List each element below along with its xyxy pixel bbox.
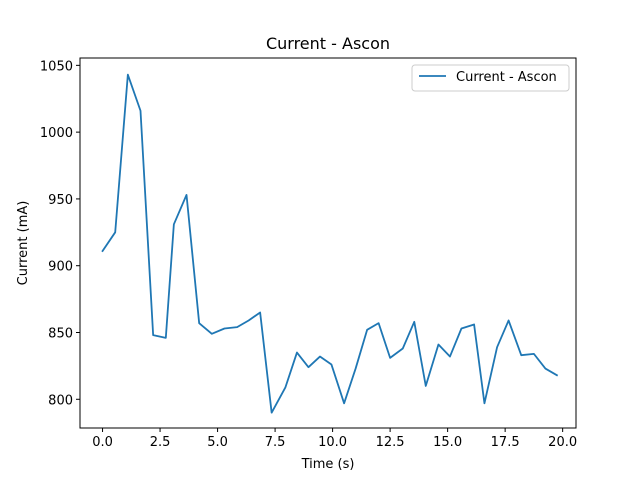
- x-tick-label: 15.0: [433, 435, 462, 450]
- x-tick-label: 17.5: [491, 435, 520, 450]
- y-tick-label: 950: [48, 193, 73, 208]
- x-axis: 0.0 2.5 5.0 7.5 10.0 12.5 15.0 17.5 20.0: [92, 428, 577, 450]
- x-tick-label: 7.5: [265, 435, 286, 450]
- x-tick-label: 2.5: [150, 435, 171, 450]
- y-tick-label: 1050: [40, 59, 73, 74]
- y-axis-label: Current (mA): [16, 201, 31, 286]
- x-tick-label: 20.0: [548, 435, 577, 450]
- y-axis: 800 850 900 950 1000 1050: [40, 59, 80, 408]
- y-tick-label: 850: [48, 326, 73, 341]
- x-axis-label: Time (s): [301, 457, 355, 472]
- plot-frame: [79, 57, 577, 429]
- legend: Current - Ascon: [411, 64, 570, 92]
- y-tick-label: 900: [48, 260, 73, 275]
- chart-title: Current - Ascon: [266, 34, 390, 53]
- series-line-0: [101, 73, 559, 414]
- y-tick-label: 1000: [40, 126, 73, 141]
- x-tick-label: 10.0: [318, 435, 347, 450]
- y-tick-label: 800: [48, 393, 73, 408]
- legend-entry-label: Current - Ascon: [456, 70, 557, 85]
- legend-box: [411, 64, 570, 92]
- x-tick-label: 12.5: [376, 435, 405, 450]
- x-tick-label: 0.0: [92, 435, 113, 450]
- series-layer: [101, 73, 559, 414]
- x-tick-label: 5.0: [207, 435, 228, 450]
